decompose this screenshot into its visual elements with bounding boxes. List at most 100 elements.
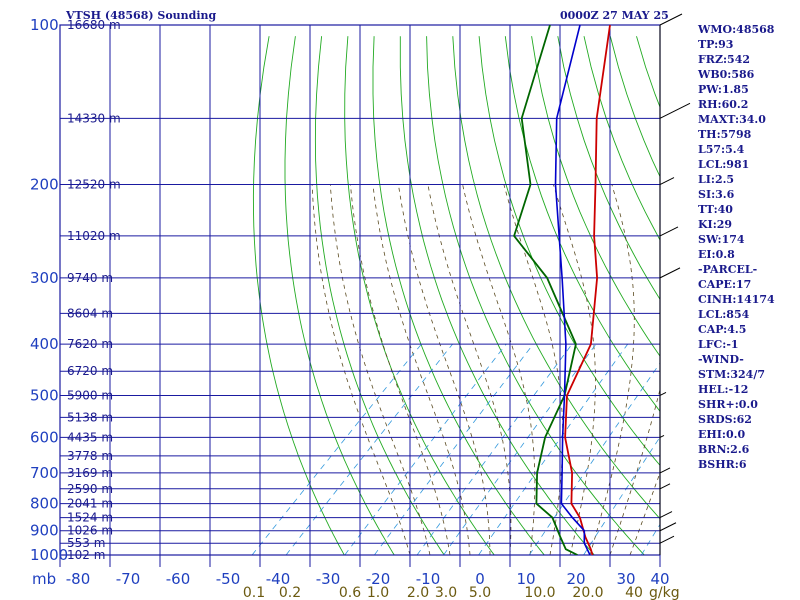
pressure-unit-label: mb	[32, 570, 56, 588]
index-item: HEL:-12	[698, 383, 749, 396]
dry-adiabat	[372, 36, 545, 555]
mixing-ratio-label: 0.1	[243, 585, 265, 600]
index-item: WMO:48568	[698, 23, 775, 36]
mixing-ratio-label: 2.0	[407, 585, 429, 600]
pressure-tick-label: 300	[30, 269, 59, 287]
mixing-ratio-line	[416, 343, 573, 555]
dry-adiabat	[557, 36, 660, 301]
mixing-ratio-label: 0.2	[279, 585, 301, 600]
moist-adiabat	[553, 184, 596, 555]
index-item: TH:5798	[698, 128, 752, 141]
height-label: 12520 m	[67, 178, 121, 192]
index-item: BRN:2.6	[698, 443, 750, 456]
index-item: SRDS:62	[698, 413, 752, 426]
mixing-ratio-unit-label: g/kg	[649, 585, 680, 600]
index-item: LCL:981	[698, 158, 750, 171]
height-label: 8604 m	[67, 306, 113, 320]
dry-adiabat	[794, 36, 800, 566]
wind-barb	[659, 511, 673, 519]
height-label: 102 m	[67, 548, 105, 562]
index-item: SW:174	[698, 233, 745, 246]
moist-adiabat	[503, 184, 564, 555]
pressure-tick-label: 800	[30, 495, 59, 513]
pressure-tick-label: 200	[30, 176, 59, 194]
index-item: LI:2.5	[698, 173, 735, 186]
dry-adiabat	[252, 36, 345, 555]
height-label: 9740 m	[67, 271, 113, 285]
profiles	[513, 25, 611, 555]
indices-list: WMO:48568 TP:93 FRZ:542 WB0:586 PW:1.85 RH:60…	[698, 22, 775, 472]
temperature-tick-label: -70	[116, 570, 141, 588]
mixing-ratio-label: 10.0	[524, 585, 555, 600]
mixing-ratio-label: 5.0	[469, 585, 491, 600]
index-item: LFC:-1	[698, 338, 739, 351]
height-label: 2041 m	[67, 497, 113, 511]
height-label: 3778 m	[67, 449, 113, 463]
temperature-tick-label: 40	[650, 570, 669, 588]
moist-adiabat	[462, 184, 536, 555]
height-label: 2590 m	[67, 482, 113, 496]
temperature-tick-label: -30	[316, 570, 341, 588]
chart-title: VTSH (48568) Sounding	[66, 9, 217, 22]
temperature-line	[564, 25, 611, 555]
temperature-tick-label: 0	[475, 570, 485, 588]
dry-adiabat	[284, 36, 395, 555]
wind-barb	[659, 267, 681, 279]
dry-adiabat	[478, 36, 660, 467]
moist-adiabat	[350, 184, 451, 555]
moist-adiabat	[427, 184, 512, 555]
wind-barb	[659, 13, 683, 26]
index-item: -WIND-	[698, 353, 744, 366]
temperature-tick-label: 10	[516, 570, 535, 588]
temperature-tick-label: -80	[66, 570, 91, 588]
index-item: PW:1.85	[698, 83, 749, 96]
temperature-tick-label: 30	[616, 570, 635, 588]
index-item: RH:60.2	[698, 98, 749, 111]
height-label: 1026 m	[67, 524, 113, 538]
index-item: SHR+:0.0	[698, 398, 758, 411]
dry-adiabat	[399, 36, 595, 555]
pressure-tick-label: 700	[30, 464, 59, 482]
sounding-time: 0000Z 27 MAY 25	[560, 9, 669, 22]
wind-profile	[659, 13, 691, 555]
moist-adiabat	[372, 184, 471, 555]
dewpoint-line	[513, 25, 578, 555]
index-item: BSHR:6	[698, 458, 747, 471]
moist-adiabat	[629, 471, 660, 555]
dry-adiabat	[314, 36, 445, 555]
index-item: CINH:14174	[698, 293, 775, 306]
mixing-ratio-label: 3.0	[435, 585, 457, 600]
pressure-tick-label: 100	[30, 16, 59, 34]
mixing-ratio-label: 0.6	[339, 585, 361, 600]
index-item: SI:3.6	[698, 188, 735, 201]
index-item: MAXT:34.0	[698, 113, 766, 126]
height-label: 6720 m	[67, 364, 113, 378]
index-item: CAP:4.5	[698, 323, 747, 336]
index-item: TP:93	[698, 38, 734, 51]
temperature-tick-label: -60	[166, 570, 191, 588]
index-item: LCL:854	[698, 308, 750, 321]
wind-barb	[659, 522, 677, 532]
pressure-tick-label: 400	[30, 335, 59, 353]
wind-barb	[659, 392, 667, 396]
temperature-tick-label: -40	[266, 570, 291, 588]
index-item: STM:324/7	[698, 368, 765, 381]
moist-adiabat	[330, 184, 431, 555]
pressure-tick-label: 500	[30, 386, 59, 404]
mixing-ratio-line	[374, 343, 534, 555]
grid	[59, 24, 661, 567]
height-label: 16680 m	[67, 18, 121, 32]
dry-adiabat	[531, 36, 660, 357]
temperature-tick-label: 20	[566, 570, 585, 588]
parcel-line	[554, 25, 591, 555]
wind-barb	[659, 226, 679, 237]
height-label: 11020 m	[67, 229, 121, 243]
wind-barb	[659, 483, 671, 490]
index-item: WB0:586	[698, 68, 755, 81]
index-item: KI:29	[698, 218, 733, 231]
index-item: TT:40	[698, 203, 733, 216]
wind-barb	[659, 434, 665, 438]
pressure-tick-label: 600	[30, 428, 59, 446]
height-label: 7620 m	[67, 337, 113, 351]
dry-adiabat	[426, 36, 645, 555]
